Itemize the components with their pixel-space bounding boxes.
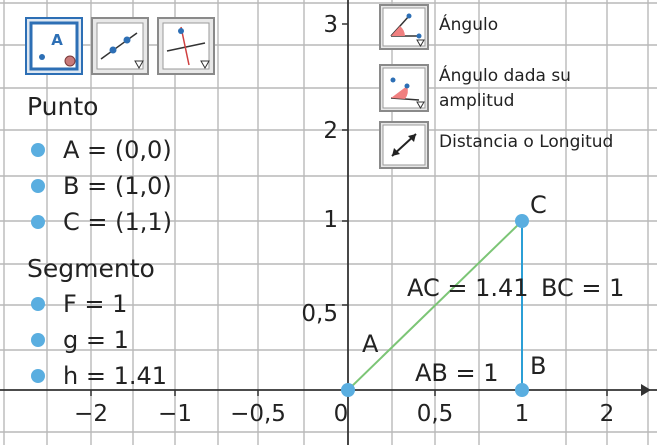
angle-tool-label[interactable]: Ángulo bbox=[439, 15, 499, 35]
line-through-points-icon bbox=[96, 22, 144, 70]
angle-given-size-tool-label[interactable]: Ángulo dada su amplitud bbox=[439, 64, 571, 114]
x-tick-label: −0,5 bbox=[230, 401, 286, 427]
visibility-dot-icon[interactable] bbox=[31, 179, 45, 193]
point-tool-letter: A bbox=[51, 31, 63, 49]
algebra-item-point-c[interactable]: C = (1,1) bbox=[31, 208, 172, 236]
measurement-label: AB = 1 bbox=[415, 359, 499, 387]
algebra-item-text: B = (1,0) bbox=[63, 172, 172, 200]
measurement-labels: AC = 1.41 BC = 1 AB = 1 bbox=[407, 274, 624, 387]
angle-given-size-icon bbox=[382, 67, 426, 109]
algebra-item-text: g = 1 bbox=[63, 326, 129, 354]
angle-tool[interactable] bbox=[379, 4, 429, 50]
point-b[interactable] bbox=[515, 383, 529, 397]
distance-icon bbox=[382, 124, 426, 166]
x-tick-label: 2 bbox=[600, 401, 615, 427]
y-tick-label: 1 bbox=[323, 207, 338, 233]
visibility-dot-icon[interactable] bbox=[31, 369, 45, 383]
visibility-dot-icon[interactable] bbox=[31, 297, 45, 311]
distance-tool[interactable] bbox=[379, 121, 429, 169]
algebra-group-punto: Punto bbox=[27, 92, 99, 121]
algebra-item-segment-g[interactable]: g = 1 bbox=[31, 326, 129, 354]
angle-icon bbox=[382, 7, 426, 47]
y-tick-label: 0,5 bbox=[301, 301, 338, 327]
tick-labels: −2 −1 −0,5 0 0,5 1 2 0,5 1 2 3 bbox=[74, 12, 614, 427]
algebra-item-text: C = (1,1) bbox=[63, 208, 173, 236]
segments bbox=[347, 220, 523, 391]
measurement-label: BC = 1 bbox=[541, 274, 624, 302]
x-tick-label: 0,5 bbox=[417, 401, 454, 427]
segment-ac bbox=[347, 220, 523, 391]
algebra-group-segmento: Segmento bbox=[27, 254, 155, 283]
y-tick-label: 3 bbox=[323, 12, 338, 38]
x-tick-label: 0 bbox=[334, 401, 349, 427]
point-label-c: C bbox=[530, 191, 547, 219]
x-tick-label: −1 bbox=[158, 401, 192, 427]
x-axis-arrow bbox=[641, 384, 651, 396]
algebra-item-segment-h[interactable]: h = 1.41 bbox=[31, 362, 167, 390]
point-labels: A B C bbox=[362, 191, 547, 380]
x-tick-label: −2 bbox=[74, 401, 108, 427]
measurement-label: AC = 1.41 bbox=[407, 274, 529, 302]
angle-given-size-tool[interactable] bbox=[379, 64, 429, 112]
visibility-dot-icon[interactable] bbox=[31, 333, 45, 347]
y-tick-label: 2 bbox=[323, 118, 338, 144]
algebra-item-point-b[interactable]: B = (1,0) bbox=[31, 172, 172, 200]
algebra-item-text: h = 1.41 bbox=[63, 362, 168, 390]
angle-given-size-label-line1: Ángulo dada su bbox=[439, 66, 571, 86]
visibility-dot-icon[interactable] bbox=[31, 215, 45, 229]
x-tick-label: 1 bbox=[515, 401, 530, 427]
algebra-item-point-a[interactable]: A = (0,0) bbox=[31, 136, 172, 164]
points bbox=[341, 214, 529, 397]
visibility-dot-icon[interactable] bbox=[31, 143, 45, 157]
point-label-b: B bbox=[530, 352, 546, 380]
new-point-tool[interactable]: A bbox=[25, 17, 83, 75]
point-label-a: A bbox=[362, 330, 379, 358]
algebra-item-text: F = 1 bbox=[63, 290, 128, 318]
point-c[interactable] bbox=[515, 214, 529, 228]
line-tool[interactable] bbox=[91, 17, 149, 75]
point-A-icon: A bbox=[29, 21, 79, 71]
perpendicular-tool[interactable] bbox=[157, 17, 215, 75]
algebra-item-segment-f[interactable]: F = 1 bbox=[31, 290, 127, 318]
perpendicular-line-icon bbox=[162, 22, 210, 70]
distance-tool-label[interactable]: Distancia o Longitud bbox=[439, 132, 614, 152]
point-a[interactable] bbox=[341, 383, 355, 397]
algebra-item-text: A = (0,0) bbox=[63, 136, 172, 164]
angle-given-size-label-line2: amplitud bbox=[439, 91, 515, 111]
